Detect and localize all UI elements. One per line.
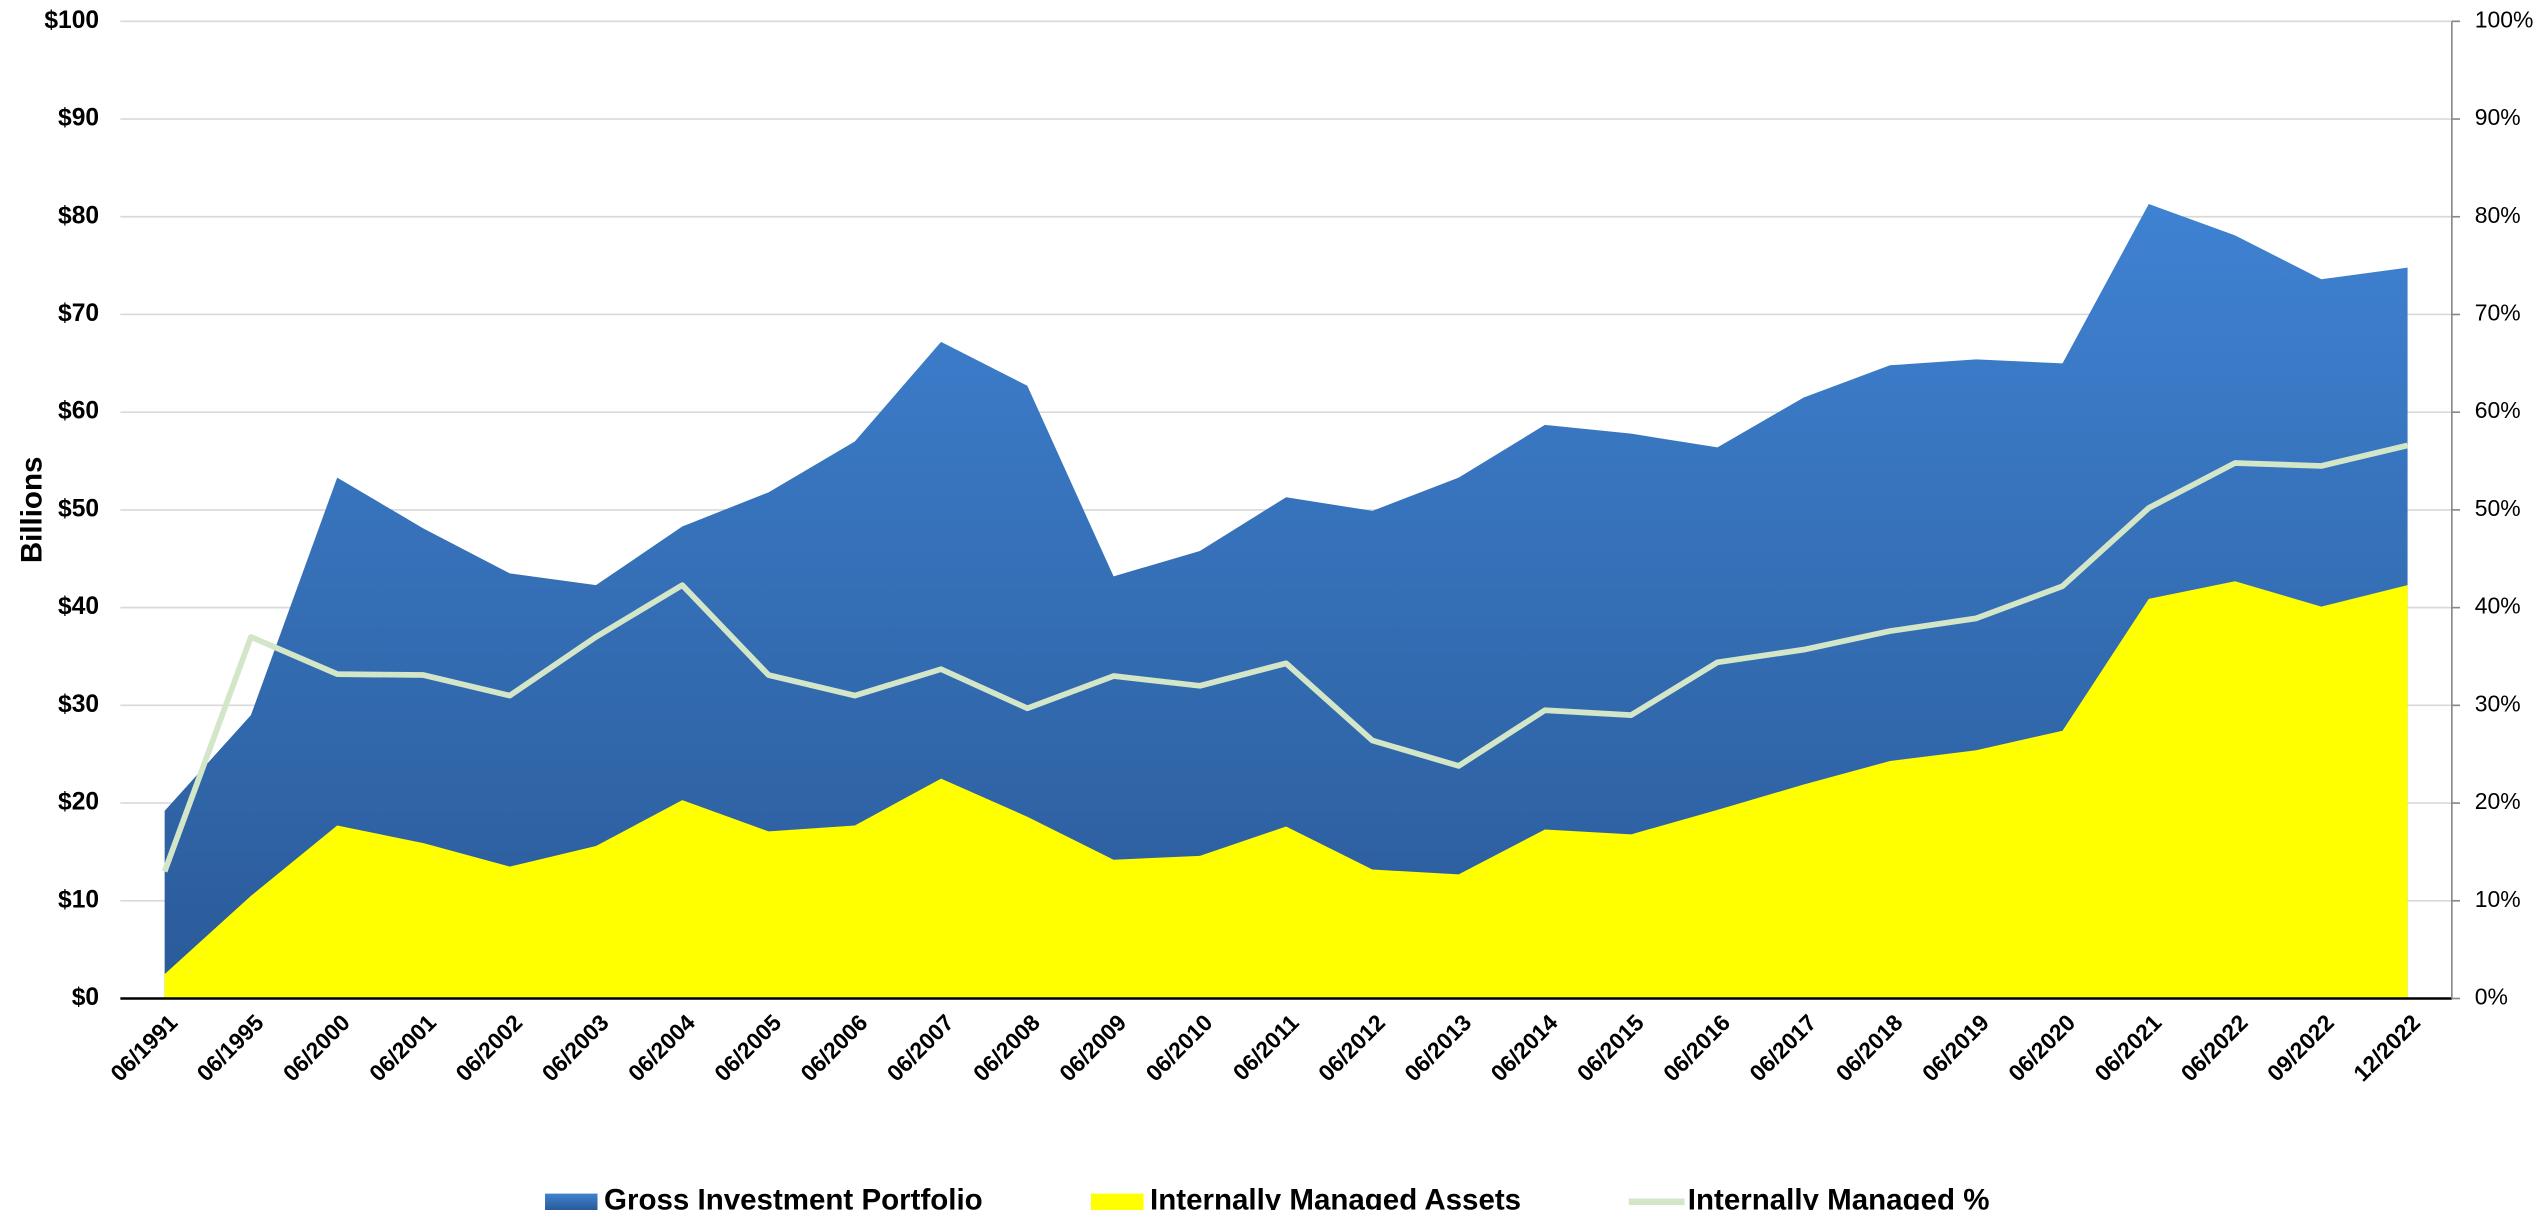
x-tick-label: 06/2007 [882,1009,959,1086]
x-tick-label: 06/2017 [1744,1009,1821,1086]
y2-tick-label: 60% [2475,397,2521,423]
x-tick-label: 06/2013 [1399,1009,1476,1086]
y-tick-label: $40 [58,593,99,620]
y2-tick-label: 10% [2475,886,2521,912]
y-tick-label: $90 [58,105,99,132]
x-tick-label: 12/2022 [2348,1009,2425,1086]
line [161,442,2409,873]
legend-swatch [545,1193,598,1210]
x-tick-label: 06/2001 [364,1009,441,1086]
legend-label: Gross Investment Portfolio [604,1184,983,1210]
x-tick-label: 06/1995 [192,1009,269,1086]
legend-label: Internally Managed Assets [1150,1184,1521,1210]
y-tick-label: $100 [44,7,99,34]
x-tick-label: 06/2012 [1313,1009,1390,1086]
x-tick-label: 06/2004 [623,1009,700,1086]
x-tick-label: 06/2008 [968,1009,1045,1086]
x-tick-label: 09/2022 [2262,1009,2339,1086]
y-tick-label: $80 [58,202,99,229]
x-tick-label: 06/2003 [537,1009,614,1086]
y2-tick-label: 20% [2475,788,2521,814]
x-tick-label: 06/2019 [1917,1009,1994,1086]
legend-swatch [1091,1193,1144,1210]
y2-tick-label: 0% [2475,984,2508,1010]
y2-tick-label: 30% [2475,690,2521,716]
x-tick-label: 06/2015 [1572,1009,1649,1086]
x-tick-label: 06/2020 [2003,1009,2080,1086]
y2-tick-label: 50% [2475,495,2521,521]
x-tick-label: 06/2014 [1486,1009,1563,1086]
x-tick-label: 06/2005 [709,1009,786,1086]
y-tick-label: $60 [58,398,99,425]
x-tick-label: 06/2000 [278,1009,355,1086]
y-tick-label: $30 [58,691,99,718]
y-tick-label: $0 [72,984,99,1011]
x-tick-label: 06/2006 [795,1009,872,1086]
area [164,581,2408,999]
x-tick-label: 06/2011 [1228,1009,1304,1085]
y2-tick-label: 40% [2475,593,2521,619]
x-tick-label: 06/2010 [1140,1009,1217,1086]
x-tick-label: 06/2022 [2176,1009,2253,1086]
y-tick-label: $10 [58,886,99,913]
x-tick-label: 06/2018 [1831,1009,1908,1086]
legend-label: Internally Managed % [1688,1184,1990,1210]
x-tick-label: 06/2021 [2089,1009,2166,1086]
y-tick-label: $50 [58,495,99,522]
y2-tick-label: 80% [2475,202,2521,228]
x-tick-label: 06/2009 [1054,1009,1131,1086]
x-tick-label: 06/2002 [450,1009,527,1086]
y2-tick-label: 90% [2475,104,2521,130]
y2-tick-label: 100% [2475,6,2534,32]
x-tick-label: 06/1991 [105,1009,182,1086]
y-tick-label: $20 [58,789,99,816]
y-axis-label: Billions [15,457,48,564]
y2-tick-label: 70% [2475,300,2521,326]
y-tick-label: $70 [58,300,99,327]
x-tick-label: 06/2016 [1658,1009,1735,1086]
